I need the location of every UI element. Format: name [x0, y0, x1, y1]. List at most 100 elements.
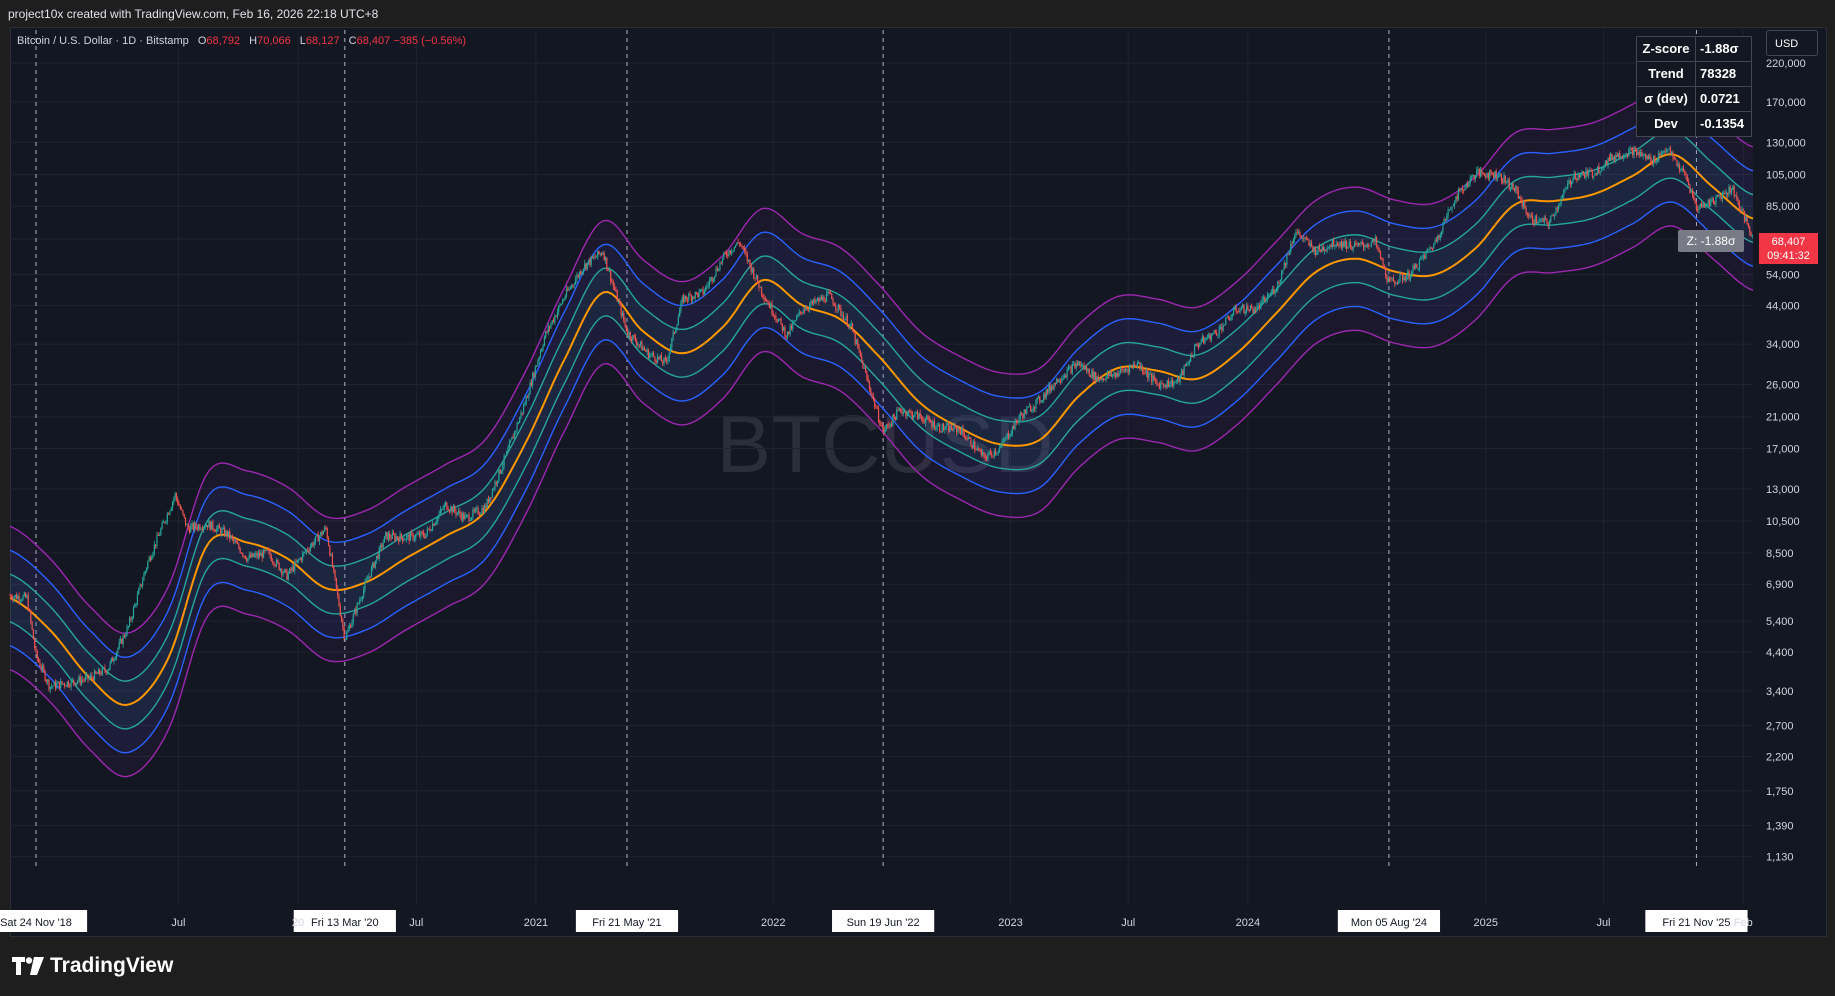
- candle-body: [653, 353, 655, 357]
- candle-body: [1266, 295, 1268, 300]
- candle-body: [212, 521, 214, 530]
- candle-body: [92, 677, 94, 681]
- candle-body: [1320, 249, 1322, 252]
- tradingview-logo[interactable]: TradingView: [12, 954, 173, 978]
- candle-body: [1658, 153, 1660, 161]
- candle-body: [628, 332, 630, 336]
- candle-body: [1351, 247, 1353, 251]
- candle-body: [984, 454, 986, 458]
- candle-body: [874, 398, 876, 407]
- candle-body: [1663, 150, 1665, 154]
- candle-body: [142, 580, 144, 586]
- candle-body: [44, 670, 46, 681]
- candle-body: [612, 281, 614, 287]
- candle-body: [1492, 173, 1495, 178]
- candle-body: [682, 296, 685, 302]
- candle-body: [311, 543, 313, 547]
- currency-button[interactable]: USD: [1766, 30, 1818, 56]
- candle-body: [438, 513, 440, 517]
- candle-body: [1680, 169, 1682, 171]
- x-tick-label: Jul: [171, 917, 185, 929]
- candle-body: [655, 360, 657, 363]
- candle-body: [1721, 193, 1724, 200]
- candle-body: [1426, 249, 1428, 252]
- candle-body: [1732, 186, 1734, 190]
- candle-body: [134, 604, 136, 608]
- candle-body: [1385, 266, 1387, 277]
- candle-body: [1699, 203, 1701, 207]
- candle-body: [651, 353, 653, 355]
- candle-body: [629, 332, 631, 339]
- candle-body: [546, 331, 548, 333]
- trend-line: [9, 153, 1754, 707]
- candle-body: [450, 506, 452, 511]
- stat-key: Dev: [1637, 112, 1696, 136]
- candle-body: [753, 268, 755, 279]
- candle-body: [1022, 414, 1024, 419]
- candle-body: [273, 562, 275, 566]
- candle-body: [136, 594, 139, 605]
- candle-body: [617, 301, 620, 303]
- event-date-label: Sat 24 Nov '18: [0, 917, 72, 929]
- candle-body: [1607, 157, 1609, 166]
- candle-body: [793, 321, 795, 323]
- candle-body: [1039, 396, 1041, 403]
- time-axis[interactable]: Sat 24 Nov '18 Fri 13 Mar '20 Fri 21 May '…: [0, 910, 1753, 932]
- candle-body: [407, 534, 409, 536]
- candle-body: [1344, 241, 1346, 247]
- x-tick-label: Jul: [1121, 917, 1135, 929]
- candle-body: [718, 270, 720, 271]
- event-date-box: [575, 910, 679, 932]
- candle-body: [926, 416, 928, 420]
- chart-frame[interactable]: [10, 27, 1827, 937]
- candle-body: [1364, 246, 1366, 248]
- symbol-legend[interactable]: Bitcoin / U.S. Dollar · 1D · Bitstamp O6…: [17, 35, 466, 47]
- candle-body: [290, 568, 292, 571]
- candle-body: [487, 498, 490, 503]
- candle-body: [1581, 171, 1583, 175]
- candle-body: [760, 286, 763, 295]
- candle-body: [249, 554, 252, 558]
- candle-body: [1417, 268, 1419, 270]
- candle-body: [435, 521, 438, 523]
- candle-body: [1352, 247, 1354, 251]
- candle-body: [1001, 441, 1003, 446]
- candle-body: [974, 441, 976, 450]
- candle-body: [958, 428, 960, 431]
- candle-body: [879, 421, 881, 426]
- band-fill: [10, 106, 1753, 753]
- candle-body: [1073, 363, 1075, 365]
- candle-body: [452, 506, 454, 513]
- candle-body: [777, 319, 780, 322]
- candle-body: [578, 271, 581, 277]
- candle-body: [338, 595, 340, 606]
- candle-body: [153, 544, 155, 553]
- x-tick-label: Jul: [1596, 917, 1610, 929]
- candle-body: [954, 424, 956, 427]
- candle-body: [1026, 407, 1028, 414]
- candle-body: [93, 671, 96, 681]
- candle-body: [721, 257, 724, 263]
- candle-body: [1326, 247, 1328, 251]
- candle-body: [1600, 168, 1603, 172]
- candle-body: [307, 549, 309, 551]
- candle-body: [478, 514, 480, 515]
- candle-body: [1641, 152, 1643, 157]
- candle-body: [902, 411, 904, 414]
- high-value: 70,066: [257, 35, 291, 47]
- candle-body: [1571, 181, 1573, 185]
- candle-body: [1387, 277, 1389, 282]
- price-axis[interactable]: 220,000 170,000 130,000 105,000 85,000 54,000…: [1766, 58, 1806, 864]
- candle-body: [1212, 333, 1214, 335]
- candle-body: [1558, 206, 1560, 210]
- candle-body: [387, 533, 389, 540]
- candle-body: [569, 287, 572, 289]
- candle-body: [541, 348, 543, 352]
- candle-body: [425, 533, 427, 538]
- candle-body: [1119, 369, 1122, 374]
- candle-body: [1041, 399, 1044, 402]
- candle-body: [1356, 244, 1358, 246]
- candle-body: [664, 357, 666, 360]
- candle-body: [619, 301, 621, 305]
